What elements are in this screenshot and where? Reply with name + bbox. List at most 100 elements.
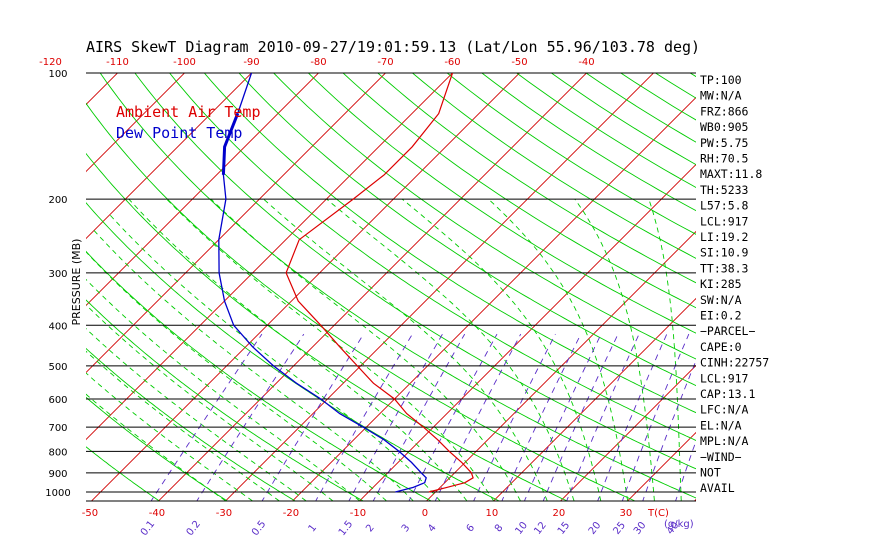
stat-line: TT:38.3	[700, 261, 749, 275]
stat-line: WB0:905	[700, 120, 748, 134]
mixing-ratio-tick-label: 15	[556, 520, 573, 537]
stat-line: RH:70.5	[700, 152, 748, 166]
moist-adiabat-line	[401, 198, 602, 501]
mixing-ratio-line	[348, 333, 443, 501]
dry-adiabat-line	[446, 73, 696, 235]
isotherm-line	[86, 73, 387, 374]
mixing-ratio-tick-label: 8	[493, 523, 506, 535]
dry-adiabat-line	[203, 73, 696, 414]
isotherm-line	[86, 73, 320, 307]
pressure-tick-label: 800	[48, 447, 67, 458]
dry-adiabat-line	[778, 64, 870, 503]
moist-adiabat-line	[648, 198, 682, 501]
stat-line: NOT	[700, 466, 721, 480]
isotherm-line	[90, 73, 521, 501]
moist-adiabat-line	[210, 198, 521, 501]
isotherm-line	[492, 297, 696, 501]
dry-adiabat-line	[86, 152, 569, 501]
mixing-ratio-tick-label: 2	[364, 523, 377, 535]
dry-adiabat-line	[273, 73, 696, 360]
chart-title: AIRS SkewT Diagram 2010-09-27/19:01:59.1…	[86, 38, 700, 56]
mixing-ratio-line	[642, 359, 696, 501]
dry-adiabat-line	[342, 73, 696, 309]
stat-line: CAP:13.1	[700, 387, 755, 401]
stat-line: −WIND−	[700, 450, 742, 464]
stat-line: FRZ:866	[700, 104, 749, 118]
dry-adiabat-line	[744, 64, 870, 503]
isotherm-line	[827, 64, 870, 503]
mixing-ratio-tick-label: 0.2	[185, 519, 203, 538]
bottom-temperature-tick-label: 20	[553, 508, 566, 519]
dry-adiabat-line	[134, 73, 696, 470]
mixing-ratio-tick-label: 4	[426, 523, 439, 535]
pressure-tick-label: 1000	[45, 488, 70, 499]
top-temperature-tick-label: -60	[444, 57, 460, 68]
mixing-ratio-line	[408, 333, 498, 501]
bottom-temperature-tick-label: -30	[216, 508, 232, 519]
isotherm-line	[157, 73, 588, 501]
bottom-temperature-tick-label: -20	[283, 508, 299, 519]
mixing-ratio-tick-label: 0.5	[250, 519, 268, 538]
mixing-ratio-line	[372, 333, 466, 501]
mixing-ratio-line	[196, 333, 305, 501]
mixing-ratio-tick-label: 30	[632, 520, 649, 537]
stat-line: TH:5233	[700, 183, 749, 197]
isotherm-line	[358, 163, 696, 501]
mixing-ratio-line	[315, 333, 413, 501]
mixing-ratio-tick-label: 0.1	[139, 519, 157, 538]
mixing-ratio-tick-label: 1.5	[337, 519, 355, 538]
pressure-tick-label: 700	[48, 423, 67, 434]
mixing-ratio-line	[566, 333, 640, 501]
mixing-ratio-tick-label: 3	[400, 523, 413, 535]
bottom-temperature-tick-label: 30	[620, 508, 633, 519]
dew-point-temp-line	[218, 73, 427, 493]
dry-adiabat-line	[377, 73, 696, 284]
isotherm-line	[760, 64, 870, 503]
top-temperature-tick-label: -80	[310, 57, 326, 68]
dry-adiabat-line	[846, 64, 870, 503]
isotherm-line	[224, 73, 655, 501]
bottom-temperature-tick-label: 0	[422, 508, 428, 519]
moist-adiabat-line	[574, 198, 655, 501]
mixing-ratio-line	[621, 333, 690, 501]
dry-adiabat-line	[812, 64, 870, 503]
moist-adiabat-line	[91, 228, 414, 501]
stat-line: AVAIL	[700, 481, 735, 495]
isotherm-line	[291, 96, 696, 501]
mixing-ratio-line	[542, 333, 619, 501]
pressure-tick-label: 200	[48, 195, 67, 206]
mixing-ratio-tick-label: 10	[514, 520, 531, 537]
stat-line: L57:5.8	[700, 199, 749, 213]
top-temperature-tick-label: -70	[377, 57, 393, 68]
stat-line: EL:N/A	[700, 418, 742, 432]
moist-adiabat-line	[86, 393, 226, 501]
dry-adiabat-line	[238, 73, 696, 387]
top-temperature-tick-label: -50	[511, 57, 527, 68]
isotherm-line	[86, 73, 454, 441]
isotherm-line	[425, 230, 696, 501]
top-temperature-tick-label: -40	[578, 57, 594, 68]
chart-series	[218, 73, 474, 493]
bottom-axis-unit-label: T(C)	[647, 508, 669, 519]
moist-adiabat-line	[86, 350, 280, 501]
ambient-air-temp-line	[285, 73, 474, 493]
mixing-ratio-tick-label: 6	[465, 523, 478, 535]
stat-line: LI:19.2	[700, 230, 748, 244]
bottom-temperature-tick-label: -10	[350, 508, 366, 519]
dry-adiabat-line	[411, 73, 696, 259]
moist-adiabat-line	[86, 372, 253, 501]
stat-line: TP:100	[700, 73, 742, 87]
isobar-lines	[86, 72, 696, 502]
stat-line: CAPE:0	[700, 340, 742, 354]
dew-point-temp-thick-segment	[221, 113, 240, 175]
bottom-temperature-tick-label: -40	[149, 508, 165, 519]
stat-line: −PARCEL−	[700, 324, 755, 338]
bottom-temperature-tick-label: -50	[82, 508, 98, 519]
moist-adiabat-line	[107, 211, 441, 501]
mixing-ratio-line	[523, 333, 602, 501]
stat-line: SI:10.9	[700, 246, 749, 260]
mixing-ratio-tick-label: 25	[611, 520, 628, 537]
pressure-tick-label: 900	[48, 469, 67, 480]
